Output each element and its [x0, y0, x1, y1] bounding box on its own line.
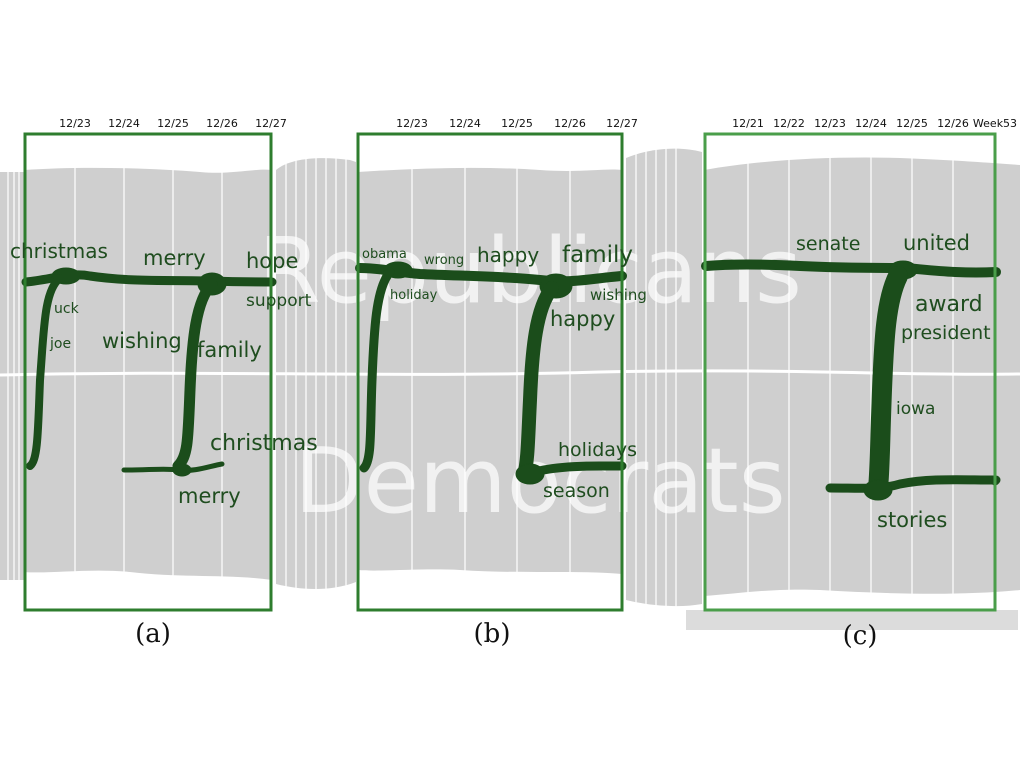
date-label: 12/25	[896, 117, 928, 130]
keywords-panel-c: senate united award president iowa stori…	[796, 231, 991, 532]
frame-panel-a	[23, 132, 273, 612]
date-label: 12/24	[449, 117, 481, 130]
flow-c-top-stream	[701, 259, 1001, 278]
panel-frames	[23, 132, 997, 612]
flow-c-node-bottom	[863, 479, 893, 501]
keyword: wrong	[424, 253, 464, 268]
keywords-panel-b: obama wrong happy family holiday wishing…	[362, 242, 647, 502]
keyword: season	[543, 480, 610, 502]
band-context-bc	[626, 148, 702, 607]
flow-a-right-drop	[172, 278, 218, 472]
watermark-republicans: Republicans	[258, 219, 802, 324]
keyword: holidays	[558, 439, 637, 461]
keyword: united	[903, 231, 970, 255]
caption-panel-a: (a)	[135, 619, 171, 649]
flow-b-left-drop	[359, 267, 395, 473]
date-label: 12/26	[937, 117, 969, 130]
date-label: 12/21	[732, 117, 764, 130]
keyword: uck	[54, 301, 80, 317]
keyword: stories	[877, 508, 947, 532]
keyword: christmas	[10, 239, 108, 263]
flows	[21, 259, 1001, 501]
flow-a-left-drop	[26, 274, 64, 470]
date-label: 12/22	[773, 117, 805, 130]
date-label: 12/24	[855, 117, 887, 130]
flow-c-bottom-stream	[825, 475, 1001, 493]
date-label: 12/25	[157, 117, 189, 130]
date-label: Week53	[973, 117, 1017, 130]
keyword: wishing	[590, 286, 647, 304]
date-label: 12/26	[554, 117, 586, 130]
keyword: hope	[246, 249, 298, 273]
flow-b-node-bottom	[515, 463, 545, 485]
date-labels-a: 12/23 12/24 12/25 12/26 12/27	[59, 117, 287, 130]
keyword: wishing	[102, 329, 182, 353]
keyword: support	[246, 291, 312, 311]
time-gridlines	[7, 140, 954, 610]
date-label: 12/27	[255, 117, 287, 130]
date-label: 12/25	[501, 117, 533, 130]
group-divider	[0, 369, 1021, 377]
keywords-panel-a: christmas merry hope support uck joe wis…	[10, 239, 318, 508]
keyword: award	[915, 292, 983, 317]
keyword: christmas	[210, 431, 318, 456]
frame-panel-c	[703, 132, 997, 612]
keyword: iowa	[896, 399, 935, 419]
keyword: happy	[477, 243, 539, 267]
caption-panel-b: (b)	[474, 619, 511, 649]
date-label: 12/23	[396, 117, 428, 130]
frame-panel-b	[356, 132, 624, 612]
keyword: family	[562, 242, 633, 268]
flow-a-node-bottom	[172, 463, 192, 477]
date-labels-b: 12/23 12/24 12/25 12/26 12/27	[396, 117, 638, 130]
keyword: obama	[362, 247, 407, 262]
flow-b-right-drop	[517, 281, 559, 483]
keyword: holiday	[390, 288, 438, 303]
keyword: joe	[49, 336, 71, 352]
caption-panel-c: (c)	[843, 621, 878, 651]
flow-c-drop	[868, 266, 908, 498]
keyword: happy	[550, 307, 615, 331]
date-label: 12/26	[206, 117, 238, 130]
date-label: 12/27	[606, 117, 638, 130]
date-labels-c: 12/21 12/22 12/23 12/24 12/25 12/26 Week…	[732, 117, 1017, 130]
keyword: family	[197, 338, 262, 362]
date-label: 12/23	[59, 117, 91, 130]
band-footer-c	[686, 610, 1018, 630]
keyword: senate	[796, 233, 860, 255]
keyword: merry	[178, 484, 241, 508]
date-label: 12/24	[108, 117, 140, 130]
keyword: president	[901, 322, 991, 344]
date-label: 12/23	[814, 117, 846, 130]
keyword: merry	[143, 246, 206, 270]
